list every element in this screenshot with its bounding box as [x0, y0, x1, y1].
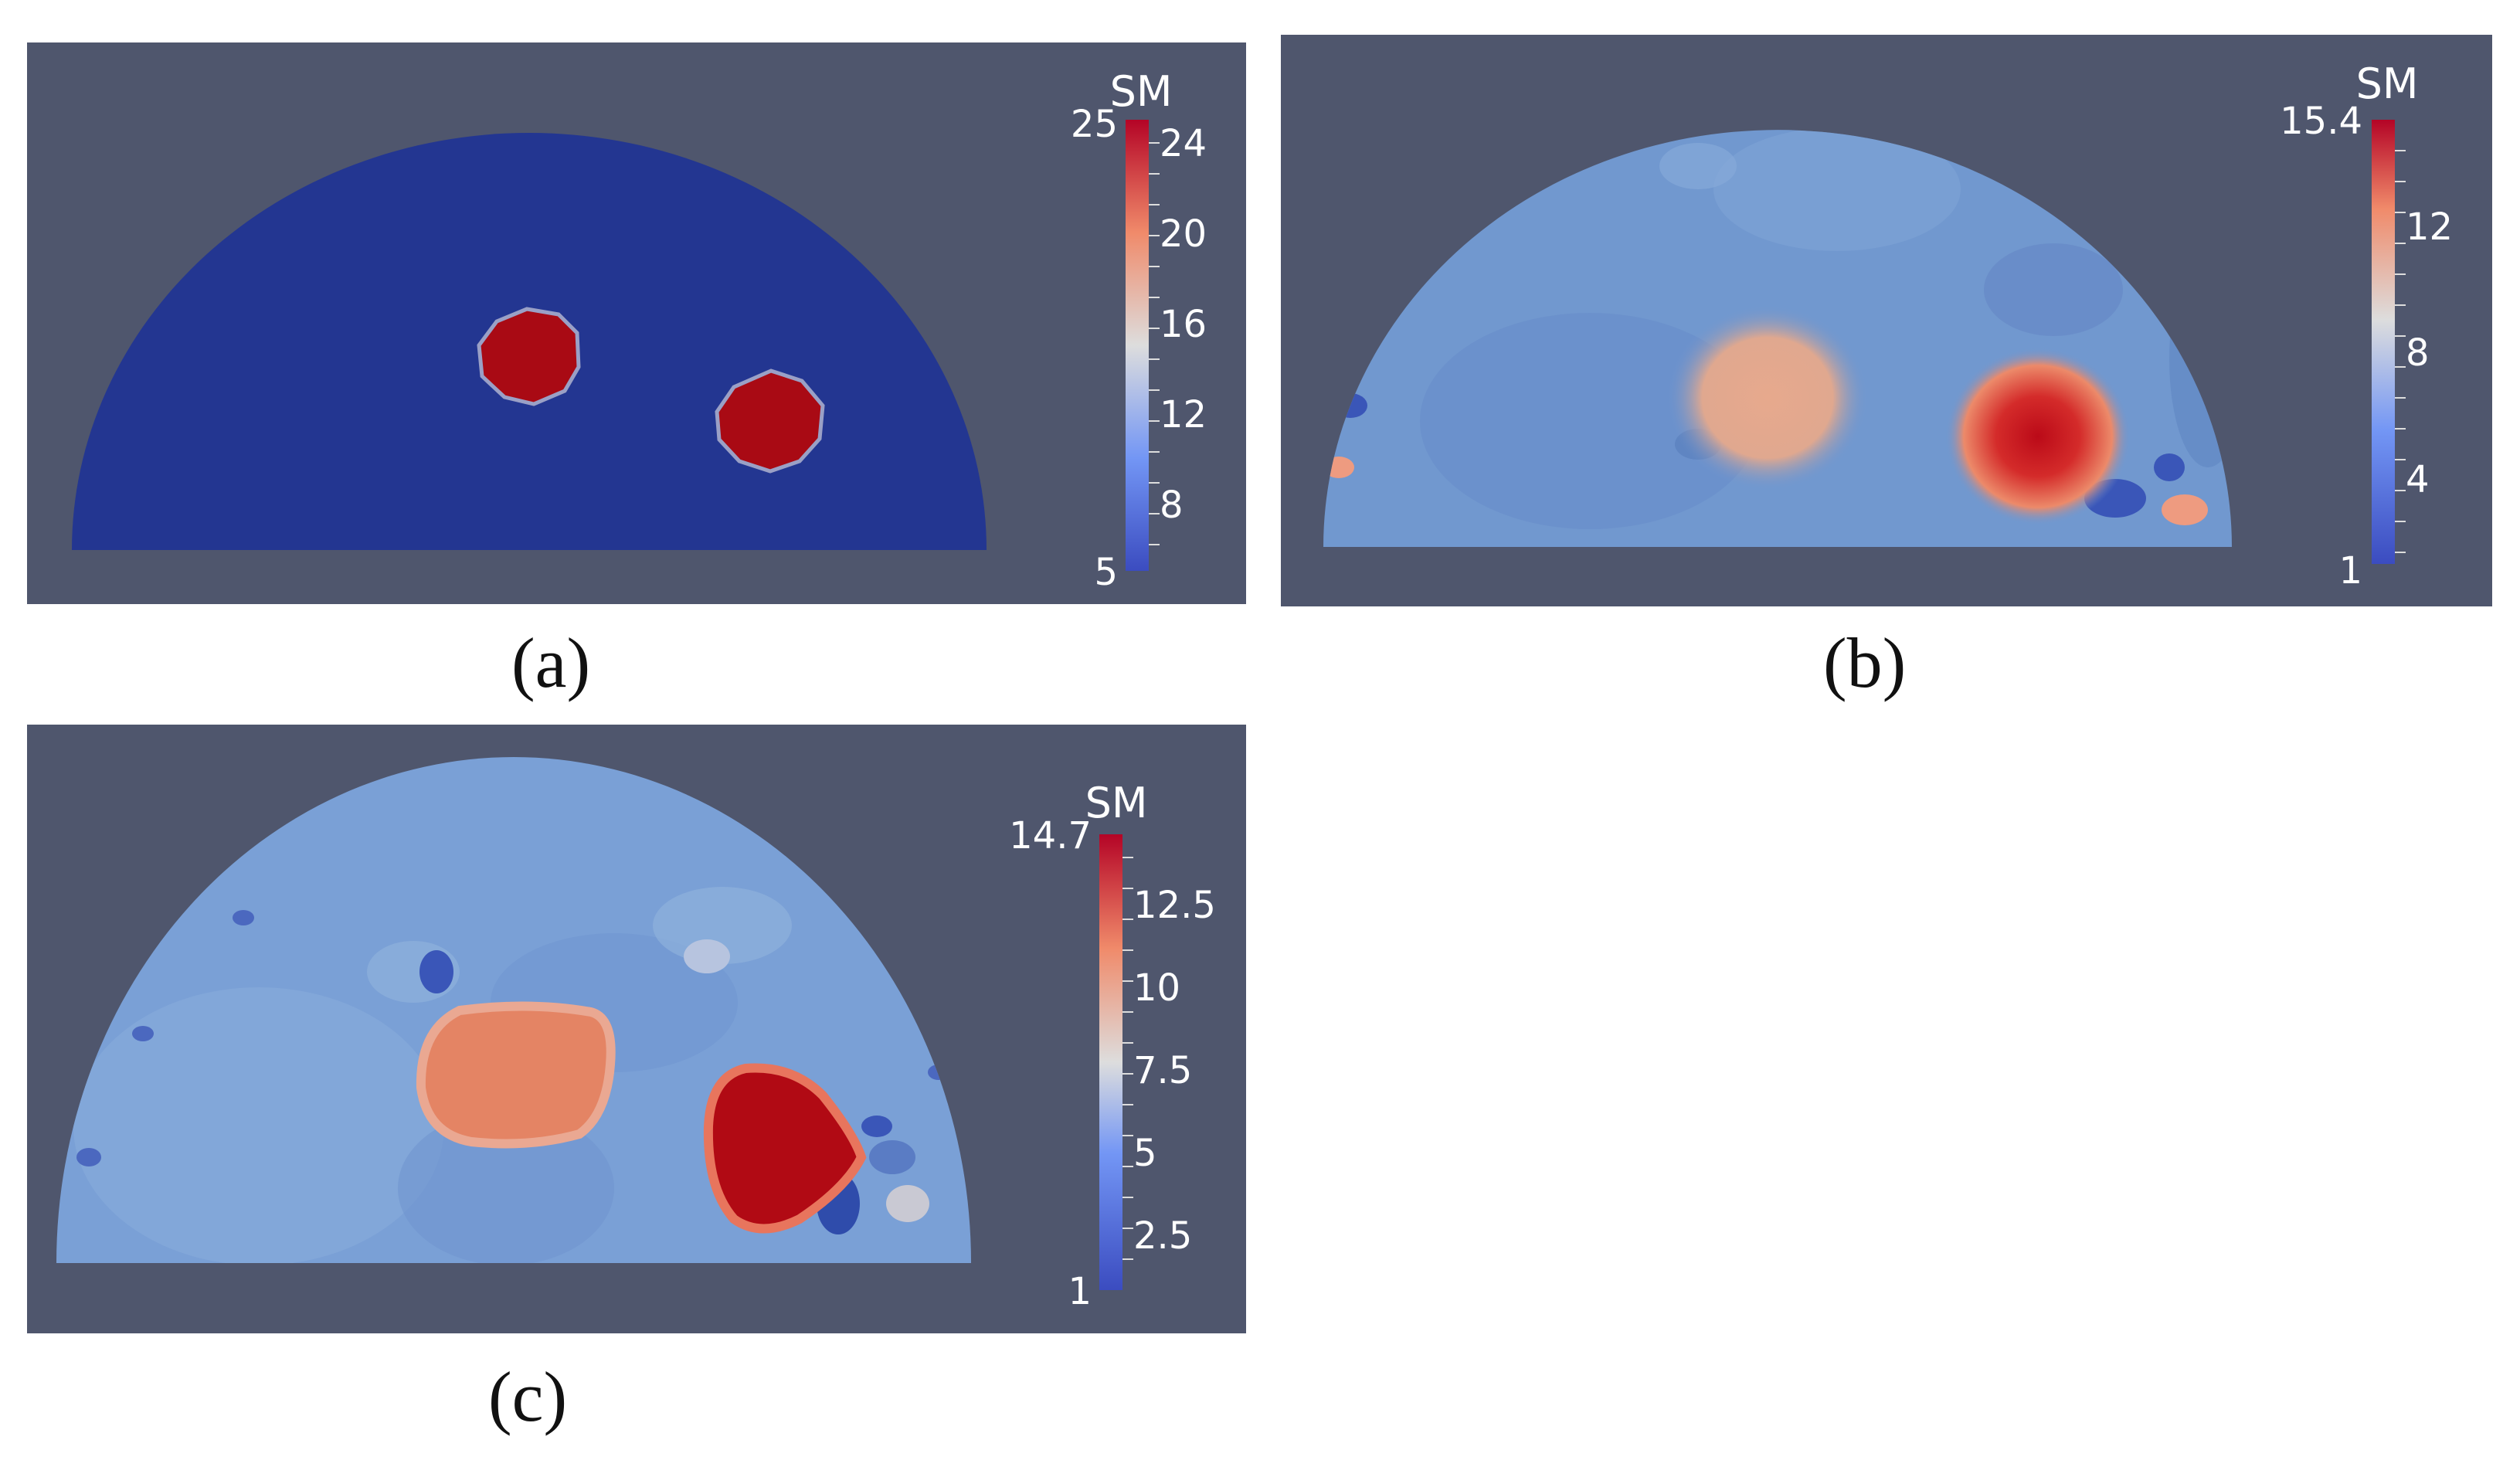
colorbar-max-label: 25	[1071, 103, 1118, 146]
colorbar	[1099, 834, 1122, 1290]
colorbar-tick-label: 4	[2406, 458, 2430, 501]
colorbar	[1126, 120, 1149, 571]
panel-a-field: SM 25 5 24 20 16 12 8	[72, 67, 1207, 594]
recovered-inclusion-left	[416, 1001, 616, 1149]
colorbar-minor-ticks	[1149, 142, 1160, 545]
colorbar-tick-label: 2.5	[1133, 1214, 1192, 1258]
colorbar-tick-label: 8	[2406, 331, 2430, 375]
colorbar	[2372, 120, 2395, 564]
colorbar-tick-label: 16	[1160, 303, 1207, 346]
colorbar-min-label: 5	[1094, 551, 1118, 594]
colorbar-tick-label: 20	[1160, 212, 1207, 256]
colorbar-tick-label: 10	[1133, 966, 1180, 1010]
panel-a: SM 25 5 24 20 16 12 8	[27, 42, 1246, 604]
colorbar-min-label: 1	[1068, 1270, 1092, 1313]
colorbar-tick-label: 7.5	[1133, 1049, 1192, 1092]
colorbar-title: SM	[2356, 59, 2419, 108]
caption-a: (a)	[511, 623, 591, 702]
colorbar-min-label: 1	[2338, 549, 2362, 593]
colorbar-title: SM	[1085, 779, 1148, 827]
recovered-inclusion-right	[703, 1063, 867, 1234]
colorbar-minor-ticks	[1122, 857, 1133, 1260]
colorbar-tick-label: 12.5	[1133, 884, 1216, 927]
panel-b: SM 15.4 1 12 8 4	[1281, 35, 2492, 606]
field-texture	[73, 887, 949, 1263]
panel-c-field: SM 14.7 1 12.5 10 7.5 5 2.5	[56, 757, 1216, 1313]
colorbar-tick-label: 12	[2406, 205, 2453, 249]
inclusion-right	[715, 368, 825, 474]
colorbar-max-label: 15.4	[2280, 100, 2362, 143]
caption-c: (c)	[488, 1357, 568, 1436]
colorbar-title: SM	[1110, 67, 1173, 116]
colorbar-tick-label: 8	[1160, 484, 1184, 527]
inclusion-left	[477, 307, 581, 406]
colorbar-max-label: 14.7	[1009, 814, 1092, 857]
colorbar-tick-label: 12	[1160, 393, 1207, 436]
colorbar-minor-ticks	[2395, 150, 2406, 553]
colorbar-tick-label: 24	[1160, 122, 1207, 165]
colorbar-tick-label: 5	[1133, 1132, 1157, 1175]
panel-c: SM 14.7 1 12.5 10 7.5 5 2.5	[27, 725, 1246, 1333]
panel-b-field: SM 15.4 1 12 8 4	[1323, 59, 2453, 593]
caption-b: (b)	[1823, 623, 1907, 702]
